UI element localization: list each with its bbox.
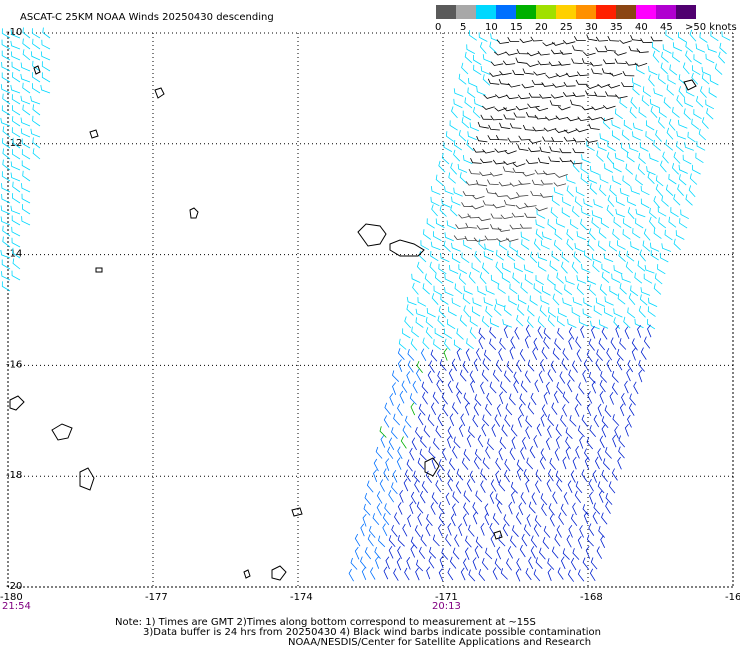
colorbar-label: 30 bbox=[585, 22, 598, 33]
wind-barb-group bbox=[0, 27, 731, 351]
time-label: 20:13 bbox=[432, 601, 461, 612]
colorbar-label: 10 bbox=[485, 22, 498, 33]
island bbox=[33, 65, 41, 75]
wind-barb-group bbox=[470, 34, 663, 168]
colorbar-swatch bbox=[596, 5, 616, 19]
island bbox=[51, 423, 73, 441]
wind-barb-group bbox=[383, 324, 652, 582]
note-line: NOAA/NESDIS/Center for Satellite Applica… bbox=[288, 637, 591, 648]
colorbar-swatch bbox=[576, 5, 596, 19]
colorbar-swatch bbox=[476, 5, 496, 19]
island bbox=[683, 79, 697, 91]
island bbox=[95, 267, 103, 273]
island bbox=[9, 395, 25, 411]
wind-barbs bbox=[0, 27, 731, 582]
colorbar-swatch bbox=[456, 5, 476, 19]
lon-label: -171 bbox=[435, 592, 458, 603]
wind-barb-group bbox=[453, 166, 568, 243]
colorbar-swatch bbox=[656, 5, 676, 19]
colorbar-label: >50 knots bbox=[685, 22, 737, 33]
colorbar-swatch bbox=[556, 5, 576, 19]
island bbox=[189, 207, 199, 219]
time-label: 21:54 bbox=[2, 601, 31, 612]
note-line: 3)Data buffer is 24 hrs from 20250430 4)… bbox=[143, 627, 601, 638]
island bbox=[493, 530, 503, 540]
island bbox=[89, 129, 99, 139]
island bbox=[271, 565, 287, 581]
wind-barb-group bbox=[379, 348, 448, 449]
lon-label: -168 bbox=[580, 592, 603, 603]
note-line: Note: 1) Times are GMT 2)Times along bot… bbox=[115, 617, 536, 628]
lat-label: -10 bbox=[6, 27, 22, 38]
lat-label: -16 bbox=[6, 359, 22, 370]
colorbar-label: 5 bbox=[460, 22, 466, 33]
colorbar-swatch bbox=[636, 5, 656, 19]
colorbar-swatch bbox=[516, 5, 536, 19]
colorbar-label: 0 bbox=[435, 22, 441, 33]
island bbox=[357, 223, 387, 247]
island bbox=[424, 457, 440, 477]
coastlines bbox=[9, 65, 697, 581]
lat-label: -12 bbox=[6, 138, 22, 149]
colorbar-swatch bbox=[536, 5, 556, 19]
lon-label: -180 bbox=[0, 592, 23, 603]
colorbar-swatch bbox=[436, 5, 456, 19]
island bbox=[79, 467, 95, 491]
lat-label: -18 bbox=[6, 470, 22, 481]
colorbar-label: 35 bbox=[610, 22, 623, 33]
lat-label: -20 bbox=[6, 581, 22, 592]
island bbox=[243, 569, 251, 579]
island bbox=[389, 239, 425, 257]
colorbar-label: 45 bbox=[660, 22, 673, 33]
colorbar-label: 25 bbox=[560, 22, 573, 33]
island bbox=[291, 507, 303, 517]
island bbox=[154, 87, 165, 99]
colorbar-label: 20 bbox=[535, 22, 548, 33]
colorbar-swatch bbox=[676, 5, 696, 19]
colorbar-label: 15 bbox=[510, 22, 523, 33]
colorbar-swatch bbox=[616, 5, 636, 19]
wind-barb-group bbox=[348, 348, 427, 582]
lon-label: -177 bbox=[145, 592, 168, 603]
lon-label: -16 bbox=[725, 592, 740, 603]
lon-label: -174 bbox=[290, 592, 313, 603]
colorbar-label: 40 bbox=[635, 22, 648, 33]
colorbar-swatch bbox=[496, 5, 516, 19]
title: ASCAT-C 25KM NOAA Winds 20250430 descend… bbox=[20, 12, 274, 23]
